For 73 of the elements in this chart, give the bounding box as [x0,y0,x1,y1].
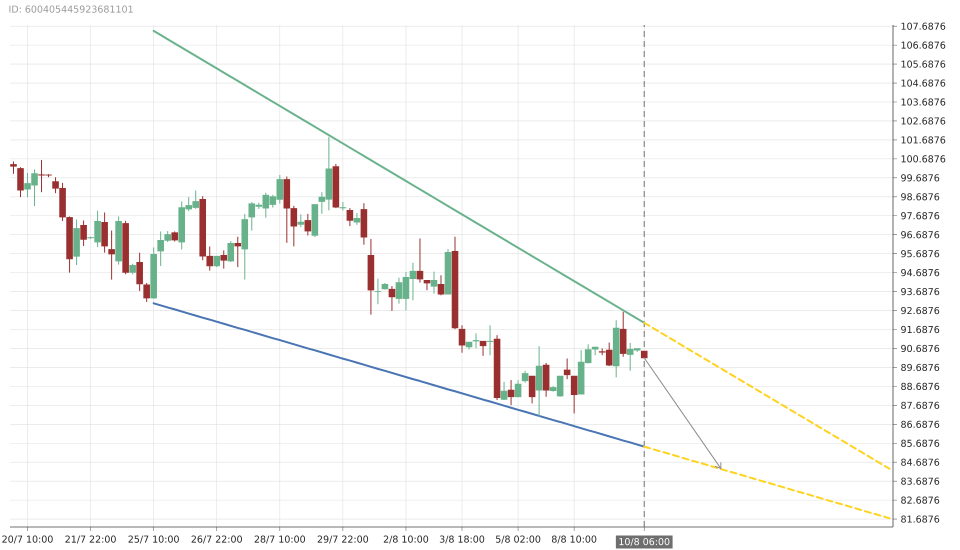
x-tick-label: 8/8 10:00 [552,536,596,544]
candlestick [374,278,382,305]
candlestick [108,230,115,280]
candlestick [388,286,396,312]
y-tick-label: 95.6876 [901,250,940,258]
y-tick-label: 106.6876 [902,42,946,49]
y-tick-label: 97.6876 [901,212,940,220]
candlestick [486,324,494,356]
candlestick [528,376,536,404]
y-tick-label: 94.6876 [901,269,940,276]
y-tick-label: 101.6876 [902,136,946,144]
y-tick-label: 88.6876 [901,382,940,390]
x-tick-label: 28/7 10:00 [254,536,306,544]
candlestick [354,212,360,226]
candlestick [430,271,438,294]
candlestick [143,282,150,302]
y-tick-label: 86.6876 [901,420,940,428]
y-tick-label: 90.6876 [901,344,940,352]
y-tick-label: 92.6876 [901,306,940,314]
candlestick [234,236,242,268]
candlestick [508,380,514,406]
candlestick [17,166,24,198]
candlestick [129,263,136,275]
candlestick [564,358,570,380]
candlestick [438,274,444,296]
y-tick-label: 91.6876 [901,326,940,334]
y-tick-label: 102.6876 [902,117,946,125]
y-tick-label: 100.6876 [902,155,946,162]
x-tick-label: 21/7 22:00 [65,536,116,544]
candlestick [80,220,87,247]
y-tick-label: 89.6876 [901,364,940,372]
y-tick-label: 98.6876 [901,193,940,200]
y-tick-label: 104.6876 [902,79,946,87]
candlestick [227,240,234,262]
candlestick [346,208,354,227]
candlestick [171,230,178,242]
x-tick-label: 5/8 02:00 [496,536,540,544]
candlestick [136,252,143,292]
candlestick [424,280,430,291]
candlestick [304,213,312,236]
text: ID: 600405445923681101 [9,6,133,13]
candlestick [472,332,480,349]
candlestick [416,238,424,284]
x-tick-label: 10/8 06:00 [619,538,670,546]
y-tick-label: 93.6876 [901,288,940,296]
y-tick-label: 99.6876 [901,174,940,182]
y-tick-label: 103.6876 [902,98,946,106]
candlestick [101,212,108,254]
candlestick [298,214,304,228]
x-tick-label: 20/7 10:00 [2,536,53,544]
x-tick-label: 25/7 10:00 [128,536,179,544]
x-tick-label: 2/8 10:00 [384,536,428,544]
candlestick [458,324,466,354]
candlestick [480,340,486,356]
y-tick-label: 85.6876 [901,440,940,447]
y-tick-label: 82.6876 [901,496,940,504]
x-tick-label: 29/7 22:00 [318,536,368,544]
candlestick [570,376,578,414]
y-tick-label: 84.6876 [901,458,940,466]
y-tick-label: 83.6876 [901,478,940,485]
x-tick-label: 3/8 18:00 [440,536,484,544]
y-tick-label: 107.6876 [902,22,946,30]
y-tick-label: 81.6876 [901,515,940,523]
candlestick [10,160,17,174]
x-tick-label: 26/7 22:00 [192,536,242,544]
y-tick-label: 87.6876 [901,402,940,409]
candlestick [500,381,508,400]
candlestick [522,370,528,384]
y-tick-label: 96.6876 [901,231,940,238]
candlestick [220,250,228,270]
y-tick-label: 105.6876 [902,60,946,68]
candlestick [213,256,220,268]
candlestick [514,380,522,398]
